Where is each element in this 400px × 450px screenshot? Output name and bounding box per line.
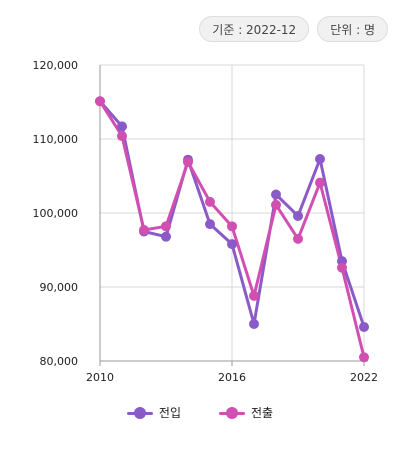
data-point-inflow	[117, 121, 127, 132]
data-point-outflow	[227, 221, 237, 232]
data-point-outflow	[95, 96, 105, 107]
data-point-outflow	[249, 290, 259, 301]
x-axis-ticks: 2010 2016 2022	[86, 371, 378, 384]
basis-date-badge: 기준 : 2022-12	[199, 16, 310, 42]
data-point-inflow	[293, 210, 303, 221]
y-tick-label: 90,000	[40, 281, 79, 294]
data-point-inflow	[249, 319, 259, 329]
x-tick-label: 2016	[218, 371, 246, 384]
data-point-inflow	[271, 189, 281, 200]
legend-dot-inflow	[133, 406, 146, 419]
data-point-outflow	[161, 221, 171, 232]
data-point-outflow	[271, 199, 281, 210]
legend-marker-outflow	[219, 406, 245, 419]
grid-layer	[99, 64, 368, 366]
y-tick-label: 100,000	[33, 207, 79, 220]
legend-marker-inflow	[126, 406, 153, 419]
data-point-outflow	[293, 233, 303, 244]
data-point-outflow	[205, 196, 215, 207]
data-point-inflow	[315, 153, 325, 164]
data-point-outflow	[183, 156, 193, 167]
data-point-outflow	[315, 177, 325, 188]
badge-row: 기준 : 2022-12 단위 : 명	[199, 16, 388, 42]
y-tick-label: 120,000	[33, 59, 79, 72]
data-point-inflow	[359, 321, 369, 332]
unit-badge: 단위 : 명	[317, 16, 388, 42]
data-point-inflow	[205, 219, 215, 230]
x-tick-label: 2010	[86, 371, 114, 384]
y-axis-ticks: 80,000 90,000 100,000 110,000 120,000	[33, 59, 79, 368]
legend-item-inflow[interactable]: 전입	[126, 404, 181, 421]
x-tick-label: 2022	[350, 371, 378, 384]
data-point-outflow	[117, 131, 127, 142]
data-point-outflow	[337, 262, 347, 273]
y-tick-label: 110,000	[33, 133, 79, 146]
legend-label-inflow: 전입	[158, 406, 181, 420]
legend-dot-outflow	[226, 406, 238, 419]
data-point-outflow	[359, 352, 369, 363]
legend-item-outflow[interactable]: 전출	[219, 404, 273, 421]
data-point-inflow	[227, 239, 237, 250]
legend-label-outflow: 전출	[251, 406, 274, 420]
y-tick-label: 80,000	[40, 355, 79, 368]
data-point-inflow	[161, 231, 171, 242]
legend: 전입 전출	[0, 404, 400, 421]
data-point-outflow	[139, 225, 149, 236]
series-layer	[95, 96, 369, 363]
